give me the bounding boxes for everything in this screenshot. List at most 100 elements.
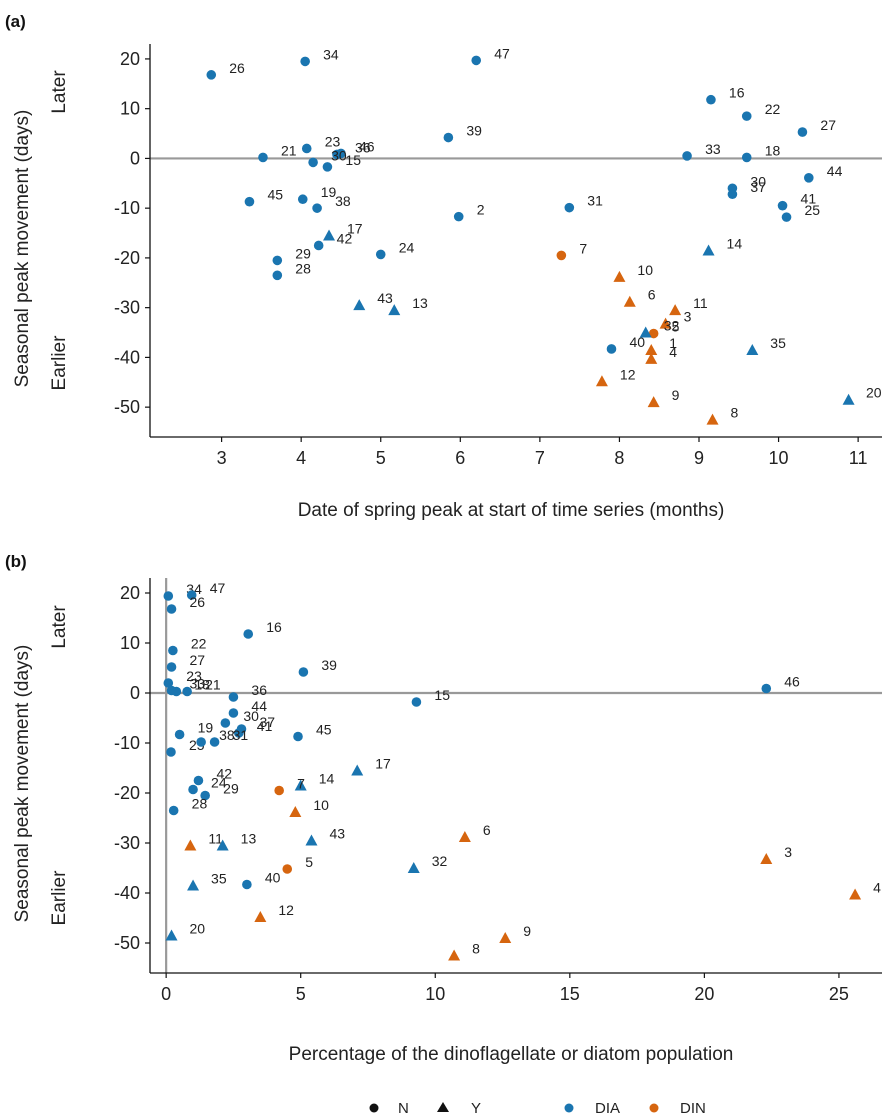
data-point-label: 43	[377, 290, 393, 306]
data-point-label: 20	[190, 921, 206, 937]
y-tick-label: 0	[130, 683, 140, 703]
data-point-triangle	[448, 949, 461, 961]
data-point-label: 30	[331, 147, 347, 163]
data-point-label: 34	[323, 46, 339, 62]
data-point-label: 9	[672, 387, 680, 403]
data-point-label: 8	[472, 941, 480, 957]
x-axis-label: Percentage of the dinoflagellate or diat…	[289, 1044, 734, 1065]
data-point-label: 38	[335, 193, 351, 209]
legend-n-label: N	[398, 1100, 409, 1116]
data-point-label: 10	[313, 797, 329, 813]
data-point-label: 32	[664, 318, 680, 334]
x-tick-label: 15	[560, 984, 580, 1004]
y-tick-label: 0	[130, 148, 140, 168]
data-point-circle	[301, 143, 312, 154]
data-point-circle	[174, 729, 185, 740]
legend-y-marker	[437, 1102, 449, 1112]
data-point-label: 1	[669, 335, 677, 351]
data-point-label: 41	[801, 191, 817, 207]
data-point-circle	[171, 686, 182, 697]
data-point-circle	[282, 864, 293, 874]
y-tick-label: 10	[120, 99, 140, 119]
data-point-label: 23	[186, 668, 202, 684]
data-point-label: 6	[648, 287, 656, 303]
data-point-circle	[188, 784, 198, 795]
data-point-label: 15	[345, 152, 361, 168]
x-tick-label: 6	[455, 448, 465, 468]
data-point-label: 36	[251, 682, 267, 698]
data-point-label: 21	[205, 677, 221, 693]
data-point-label: 18	[194, 677, 210, 693]
legend-dia-label: DIA	[595, 1100, 620, 1116]
data-point-label: 24	[211, 775, 227, 791]
data-point-circle	[298, 667, 309, 677]
data-point-circle	[297, 194, 308, 205]
data-point-circle	[272, 270, 283, 281]
data-point-circle	[166, 604, 177, 614]
data-point-triangle	[216, 839, 229, 851]
data-point-label: 22	[191, 636, 207, 652]
data-point-label: 15	[434, 687, 450, 703]
data-point-triangle	[623, 295, 636, 307]
data-point-label: 44	[251, 698, 267, 714]
data-point-circle	[564, 202, 575, 213]
x-tick-label: 20	[694, 984, 714, 1004]
data-point-label: 46	[359, 138, 375, 154]
data-point-circle	[234, 728, 244, 738]
data-point-label: 20	[866, 385, 882, 401]
x-tick-label: 8	[614, 448, 624, 468]
data-point-circle	[166, 747, 176, 757]
data-point-label: 11	[208, 831, 223, 847]
y-tick-label: -50	[114, 397, 140, 417]
data-point-triangle	[595, 375, 608, 387]
y-tick-label: -10	[114, 198, 140, 218]
data-point-label: 9	[523, 923, 531, 939]
panel-label: (b)	[5, 552, 27, 571]
x-tick-label: 10	[425, 984, 445, 1004]
data-point-label: 23	[325, 133, 341, 149]
y-tick-label: 20	[120, 49, 140, 69]
data-point-label: 19	[321, 184, 337, 200]
data-point-circle	[606, 344, 617, 354]
data-point-circle	[272, 255, 283, 266]
data-point-circle	[777, 200, 788, 211]
x-tick-label: 4	[296, 448, 306, 468]
data-point-label: 27	[820, 117, 836, 133]
data-point-label: 26	[229, 60, 245, 76]
x-tick-label: 11	[849, 448, 868, 468]
y-tick-label: 10	[120, 633, 140, 653]
data-point-label: 43	[329, 826, 345, 842]
data-point-circle	[182, 686, 192, 697]
data-point-circle	[242, 879, 252, 890]
legend-din-marker	[649, 1103, 659, 1113]
data-point-triangle	[645, 343, 658, 355]
data-point-label: 44	[827, 163, 843, 179]
data-point-circle	[781, 212, 792, 222]
data-point-circle	[274, 785, 284, 796]
data-point-triangle	[294, 779, 307, 791]
data-point-label: 29	[295, 245, 311, 261]
data-point-label: 30	[750, 173, 766, 189]
data-point-label: 28	[295, 260, 311, 276]
data-point-label: 7	[297, 776, 305, 792]
data-point-label: 29	[223, 781, 239, 797]
data-point-circle	[200, 790, 210, 801]
data-point-triangle	[659, 317, 672, 329]
data-point-circle	[228, 692, 239, 702]
data-point-label: 41	[257, 718, 273, 734]
y-tick-label: -10	[114, 733, 140, 753]
data-point-triangle	[351, 764, 364, 776]
earlier-label: Earlier	[49, 335, 70, 391]
data-point-label: 33	[705, 141, 721, 157]
data-point-circle	[556, 250, 567, 261]
data-point-label: 47	[210, 580, 226, 596]
data-point-circle	[322, 162, 333, 172]
data-point-circle	[258, 152, 268, 163]
data-point-circle	[243, 629, 254, 639]
data-point-label: 45	[267, 187, 283, 203]
data-point-circle	[244, 196, 255, 207]
data-point-label: 39	[321, 657, 337, 673]
y-tick-label: -20	[114, 783, 140, 803]
